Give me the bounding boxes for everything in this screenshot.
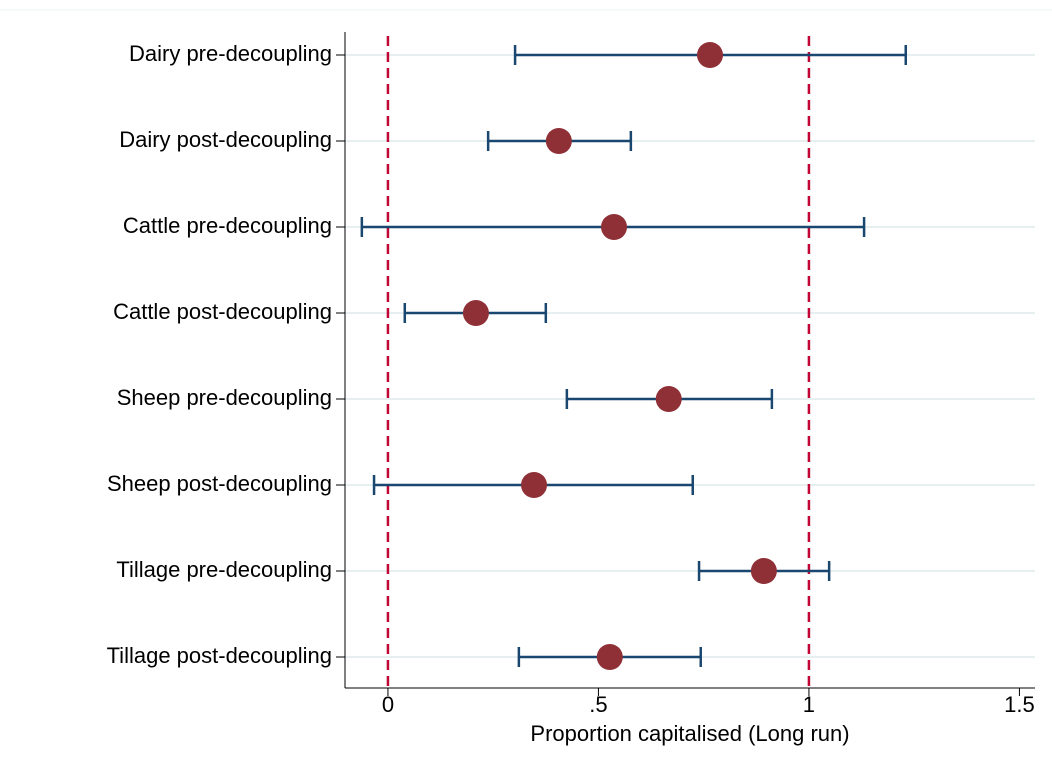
y-tick-label: Sheep post-decoupling — [107, 471, 332, 496]
x-tick-label: 1.5 — [1004, 692, 1035, 717]
x-tick-label: 0 — [382, 692, 394, 717]
x-tick-label: 1 — [803, 692, 815, 717]
y-tick-label: Cattle post-decoupling — [113, 299, 332, 324]
point — [601, 214, 628, 240]
y-tick-label: Dairy post-decoupling — [119, 127, 332, 152]
y-tick-label: Tillage post-decoupling — [107, 643, 332, 668]
y-tick-label: Cattle pre-decoupling — [123, 213, 332, 238]
point — [750, 558, 777, 584]
y-tick-label: Sheep pre-decoupling — [117, 385, 332, 410]
point — [696, 42, 723, 68]
point — [462, 300, 489, 326]
x-tick-label: .5 — [589, 692, 607, 717]
point — [521, 472, 548, 498]
point — [655, 386, 682, 412]
point — [596, 644, 623, 670]
y-tick-label: Dairy pre-decoupling — [129, 41, 332, 66]
point — [545, 128, 572, 154]
y-tick-label: Tillage pre-decoupling — [116, 557, 332, 582]
x-axis-label: Proportion capitalised (Long run) — [530, 721, 849, 746]
